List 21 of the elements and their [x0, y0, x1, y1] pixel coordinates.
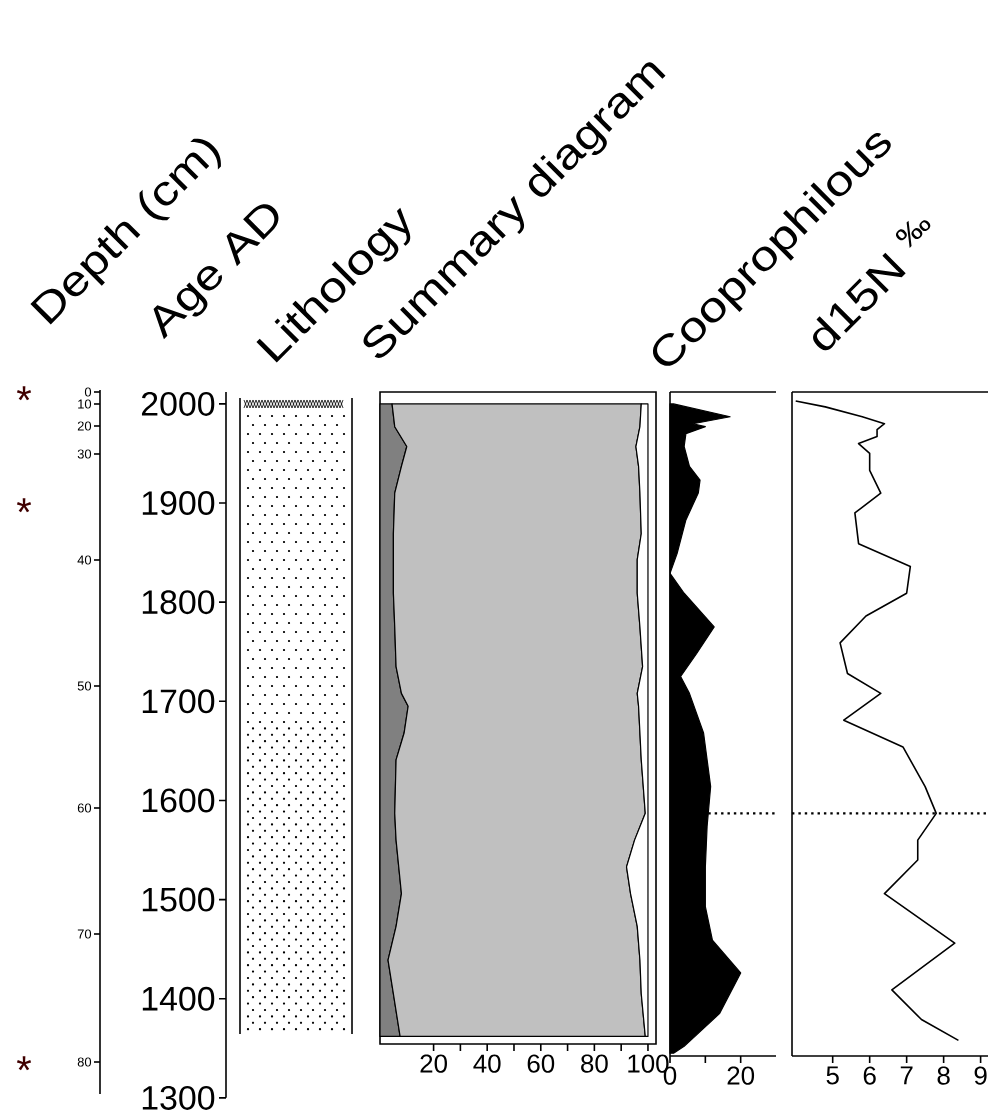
y-tick-label: 1900	[142, 491, 215, 516]
y-tick-label: 1300	[142, 1085, 215, 1110]
y-tick-label: 1800	[142, 590, 215, 615]
x-tick-label: 20	[727, 1066, 755, 1085]
y-tick-label: 1400	[142, 986, 215, 1011]
x-tick-label: 9	[974, 1066, 987, 1085]
x-tick-label: 60	[527, 1054, 555, 1073]
y-tick-label: 2000	[141, 391, 215, 416]
text: *	[16, 386, 32, 401]
x-tick-label: 7	[900, 1066, 913, 1085]
text: *	[16, 498, 32, 513]
x-tick-label: 5	[826, 1066, 839, 1085]
y-tick-label: 1600	[142, 788, 215, 813]
y-tick-label: 1700	[142, 689, 215, 714]
x-tick-label: 40	[473, 1054, 501, 1073]
x-tick-label: 6	[863, 1066, 876, 1085]
x-tick-label: 8	[937, 1066, 950, 1085]
x-tick-label: 20	[420, 1054, 447, 1073]
x-tick-label: 80	[581, 1054, 608, 1073]
y-tick-label: 1500	[142, 887, 215, 912]
text: *	[16, 1056, 32, 1071]
